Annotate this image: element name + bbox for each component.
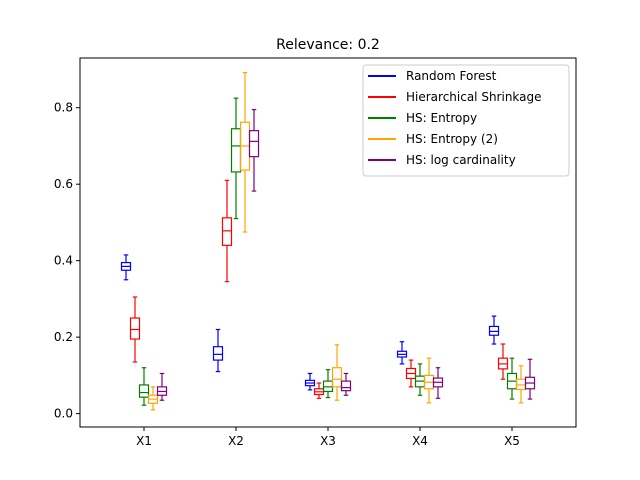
box-X2 <box>248 109 260 192</box>
y-tick-label: 0.6 <box>54 177 73 191</box>
box-X2 <box>212 328 224 373</box>
box-X5 <box>488 315 500 345</box>
box-X3 <box>304 372 316 391</box>
box-X4 <box>405 359 417 388</box>
legend-item: HS: Entropy (2) <box>368 132 498 146</box>
x-tick-label: X5 <box>504 434 520 448</box>
plot-area <box>120 71 536 411</box>
box-X1 <box>120 254 132 281</box>
x-tick-label: X3 <box>320 434 336 448</box>
legend-label: HS: log cardinality <box>406 153 516 167</box>
y-tick-label: 0.2 <box>54 330 73 344</box>
legend-item: Hierarchical Shrinkage <box>368 90 542 104</box>
legend-label: HS: Entropy (2) <box>406 132 498 146</box>
box-X2 <box>221 179 233 283</box>
box-X1 <box>147 386 159 411</box>
series-1 <box>120 254 500 391</box>
iqr-box <box>138 384 150 398</box>
box-X1 <box>129 296 141 363</box>
y-tick-label: 0.4 <box>54 254 73 268</box>
iqr-box <box>129 317 141 340</box>
axes: 0.0 0.2 0.4 0.6 0.8 X1 X2 X3 X4 X5 <box>54 101 520 448</box>
legend: Random Forest Hierarchical Shrinkage HS: E… <box>362 64 570 177</box>
legend-label: Random Forest <box>406 69 497 83</box>
box-X5 <box>524 358 536 400</box>
legend-label: Hierarchical Shrinkage <box>406 90 542 104</box>
y-tick-label: 0.0 <box>54 407 73 421</box>
chart-title: Relevance: 0.2 <box>276 37 380 53</box>
box-X3 <box>331 344 343 401</box>
box-X3 <box>340 372 352 396</box>
legend-item: Random Forest <box>368 69 497 83</box>
box-X4 <box>432 367 444 399</box>
legend-label: HS: Entropy <box>406 111 477 125</box>
iqr-box <box>221 217 233 246</box>
box-X5 <box>497 343 509 380</box>
x-tick-label: X2 <box>228 434 244 448</box>
iqr-box <box>331 367 343 388</box>
x-tick-label: X4 <box>412 434 428 448</box>
box-X1 <box>138 367 150 406</box>
box-X4 <box>396 341 408 365</box>
box-X5 <box>515 365 527 404</box>
box-X1 <box>156 372 168 401</box>
x-tick-label: X1 <box>136 434 152 448</box>
y-tick-label: 0.8 <box>54 101 73 115</box>
iqr-box <box>340 380 352 392</box>
legend-item: HS: log cardinality <box>368 153 516 167</box>
series-2 <box>129 179 509 399</box>
iqr-box <box>248 130 260 158</box>
series-5 <box>156 109 536 401</box>
iqr-box <box>212 346 224 361</box>
legend-frame <box>362 64 570 177</box>
legend-item: HS: Entropy <box>368 111 477 125</box>
